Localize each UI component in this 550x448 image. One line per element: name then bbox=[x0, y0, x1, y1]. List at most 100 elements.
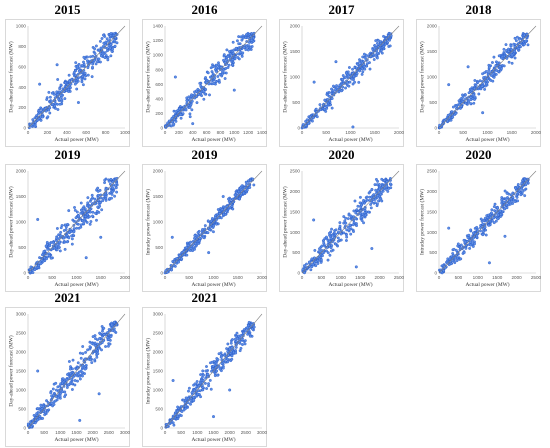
scatter-point bbox=[170, 268, 173, 272]
scatter-point bbox=[104, 198, 108, 202]
scatter-point bbox=[189, 246, 193, 250]
scatter-point bbox=[82, 205, 86, 209]
y-tick-label: 600 bbox=[155, 82, 163, 87]
scatter-point bbox=[93, 358, 97, 362]
scatter-point bbox=[198, 81, 202, 85]
scatter-point bbox=[514, 39, 518, 43]
scatter-point bbox=[373, 201, 377, 205]
y-tick-label: 2000 bbox=[427, 189, 438, 194]
scatter-point bbox=[362, 52, 366, 56]
scatter-point bbox=[58, 394, 62, 398]
scatter-point bbox=[244, 48, 248, 52]
scatter-point bbox=[69, 372, 73, 375]
scatter-point bbox=[213, 374, 217, 378]
scatter-point bbox=[458, 102, 461, 106]
scatter-point bbox=[234, 351, 238, 355]
scatter-point bbox=[57, 245, 61, 249]
scatter-point bbox=[63, 97, 67, 101]
scatter-point bbox=[486, 77, 490, 81]
scatter-point bbox=[355, 208, 359, 212]
scatter-point bbox=[184, 396, 188, 400]
scatter-point bbox=[199, 91, 203, 95]
scatter-point bbox=[99, 54, 103, 58]
scatter-point bbox=[99, 51, 103, 55]
scatter-point bbox=[96, 338, 99, 342]
x-tick-label: 0 bbox=[164, 430, 167, 435]
scatter-point bbox=[344, 216, 348, 220]
scatter-point bbox=[355, 69, 359, 73]
scatter-point bbox=[65, 386, 69, 389]
scatter-point bbox=[388, 182, 392, 186]
scatter-point bbox=[48, 106, 52, 110]
scatter-point bbox=[318, 103, 322, 107]
scatter-point bbox=[193, 388, 196, 392]
scatter-points bbox=[164, 320, 256, 429]
scatter-point bbox=[351, 82, 355, 86]
scatter-point bbox=[216, 75, 220, 78]
scatter-point bbox=[312, 256, 316, 260]
scatter-point bbox=[492, 216, 496, 220]
scatter-point bbox=[93, 197, 97, 201]
scatter-point bbox=[451, 105, 455, 109]
scatter-point bbox=[231, 54, 235, 57]
y-tick-label: 400 bbox=[155, 96, 163, 101]
scatter-point bbox=[352, 230, 355, 233]
scatter-point bbox=[494, 64, 498, 67]
scatter-point bbox=[111, 329, 115, 332]
diagonal-line bbox=[27, 313, 126, 429]
scatter-point bbox=[222, 53, 226, 57]
scatter-point bbox=[363, 213, 367, 217]
scatter-point bbox=[211, 367, 215, 371]
scatter-point bbox=[46, 409, 50, 413]
scatter-point bbox=[71, 375, 75, 379]
scatter-point bbox=[461, 95, 465, 99]
scatter-point bbox=[462, 251, 466, 255]
scatter-point bbox=[56, 93, 60, 97]
scatter-point bbox=[190, 108, 194, 112]
x-tick-label: 500 bbox=[459, 130, 467, 135]
scatter-point bbox=[473, 98, 476, 101]
scatter-point bbox=[83, 367, 87, 371]
scatter-point bbox=[36, 118, 40, 122]
scatter-plot: 0 500 1000 1500 2000 0 500 1000 1500 2000 Actual p… bbox=[282, 24, 405, 143]
scatter-point bbox=[454, 248, 458, 252]
scatter-point bbox=[471, 245, 475, 248]
scatter-point bbox=[174, 110, 178, 113]
scatter-point bbox=[48, 242, 52, 246]
scatter-point bbox=[72, 227, 76, 231]
scatter-point bbox=[70, 388, 74, 391]
scatter-point bbox=[326, 251, 330, 255]
x-tick-label: 2000 bbox=[531, 130, 542, 135]
scatter-point bbox=[52, 403, 56, 406]
x-axis-label: Actual power (MW) bbox=[191, 136, 235, 143]
scatter-point bbox=[342, 221, 346, 225]
y-tick-label: 1000 bbox=[16, 388, 27, 393]
y-tick-label: 500 bbox=[18, 245, 26, 250]
scatter-point bbox=[102, 333, 106, 337]
scatter-point bbox=[499, 213, 503, 216]
scatter-point bbox=[476, 80, 480, 84]
scatter-point bbox=[489, 216, 493, 220]
scatter-point bbox=[95, 218, 98, 222]
scatter-point bbox=[96, 186, 100, 190]
scatter-point bbox=[248, 186, 252, 189]
scatter-point bbox=[310, 265, 314, 269]
scatter-point bbox=[245, 182, 249, 186]
scatter-point bbox=[177, 260, 180, 264]
scatter-point bbox=[471, 93, 475, 97]
scatter-point bbox=[94, 44, 98, 48]
scatter-point bbox=[475, 225, 479, 229]
scatter-point bbox=[185, 99, 189, 102]
y-tick-label: 500 bbox=[155, 407, 163, 412]
scatter-point bbox=[90, 341, 94, 345]
scatter-point bbox=[213, 216, 217, 219]
scatter-point bbox=[40, 407, 44, 411]
scatter-point bbox=[85, 59, 89, 63]
scatter-point bbox=[109, 54, 113, 58]
scatter-point bbox=[345, 228, 349, 232]
scatter-plot: 0 500 1000 1500 2000 2500 0 500 1000 1500 2000 2500… bbox=[419, 169, 542, 288]
scatter-point bbox=[102, 33, 105, 37]
scatter-point bbox=[73, 373, 77, 377]
scatter-point bbox=[481, 72, 484, 76]
scatter-points bbox=[437, 32, 530, 130]
